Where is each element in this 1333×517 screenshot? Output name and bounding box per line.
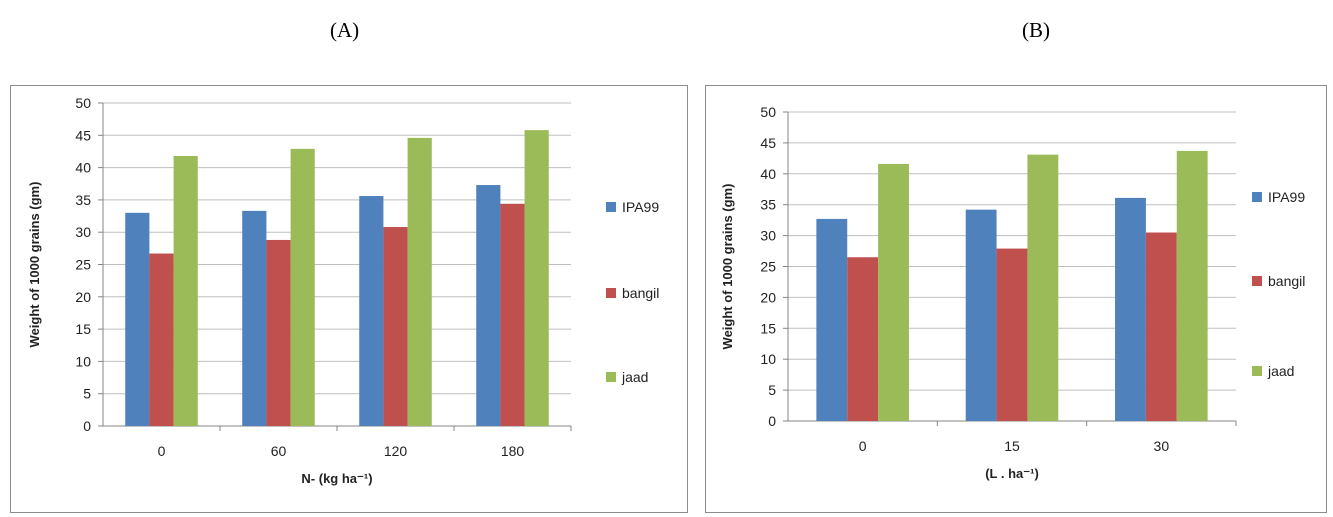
bar-ipa99-180	[476, 185, 501, 426]
y-tick-label: 0	[83, 418, 91, 434]
y-tick-label: 15	[760, 320, 776, 336]
y-tick-label: 25	[75, 257, 91, 273]
bar-ipa99-15	[965, 209, 997, 421]
bar-ipa99-0	[816, 218, 848, 421]
x-axis-label: (L . ha⁻¹)	[985, 466, 1039, 481]
x-tick-label: 0	[158, 443, 166, 459]
y-tick-label: 45	[75, 127, 91, 143]
legend-swatch-ipa99	[1252, 192, 1262, 202]
y-tick-label: 5	[83, 386, 91, 402]
bar-bangil-60	[266, 239, 291, 426]
bar-ipa99-0	[125, 212, 150, 426]
y-tick-label: 25	[760, 259, 776, 275]
x-tick-label: 60	[271, 443, 287, 459]
legend-swatch-bangil	[1252, 276, 1262, 286]
bar-bangil-0	[847, 257, 879, 421]
chart-a: 0 5 10 15 20 25 30 35 40 45 50 0 60 120 180 N- (kg ha⁻¹…	[27, 95, 659, 486]
bar-jaad-120	[407, 137, 432, 426]
x-tick-label: 120	[384, 443, 408, 459]
y-axis-label: Weight of 1000 grains (gm)	[720, 184, 735, 350]
y-tick-label: 15	[75, 321, 91, 337]
y-tick-label: 35	[760, 197, 776, 213]
y-tick-label: 50	[75, 95, 91, 111]
bar-jaad-15	[1027, 154, 1059, 421]
bar-bangil-30	[1145, 232, 1177, 421]
y-axis-label: Weight of 1000 grains (gm)	[27, 182, 42, 348]
y-tick-label: 35	[75, 192, 91, 208]
x-tick-label: 15	[1004, 438, 1020, 454]
x-axis-label: N- (kg ha⁻¹)	[301, 471, 372, 486]
y-tick-label: 30	[75, 224, 91, 240]
legend-swatch-jaad	[1252, 366, 1262, 376]
y-tick-label: 10	[75, 353, 91, 369]
x-tick-label: 180	[501, 443, 525, 459]
x-tick-label: 0	[859, 438, 867, 454]
bar-jaad-60	[290, 148, 315, 426]
y-tick-label: 45	[760, 135, 776, 151]
bar-bangil-0	[149, 253, 174, 426]
panel-label-b: (B)	[1022, 18, 1050, 42]
bar-bangil-180	[500, 203, 525, 426]
y-tick-label: 10	[760, 351, 776, 367]
legend-label-ipa99: IPA99	[1268, 189, 1305, 205]
bar-jaad-0	[173, 155, 198, 427]
legend-swatch-jaad	[606, 372, 616, 382]
bar-jaad-30	[1176, 150, 1208, 421]
legend-swatch-ipa99	[606, 202, 616, 212]
bar-ipa99-30	[1115, 197, 1146, 421]
legend-label-jaad: jaad	[621, 369, 648, 385]
y-tick-label: 20	[75, 289, 91, 305]
y-tick-label: 40	[75, 160, 91, 176]
y-tick-label: 40	[760, 166, 776, 182]
y-tick-label: 0	[768, 413, 776, 429]
legend-label-ipa99: IPA99	[622, 199, 659, 215]
bar-jaad-180	[524, 130, 549, 426]
y-tick-label: 5	[768, 382, 776, 398]
panel-label-a: (A)	[330, 18, 360, 42]
legend-label-bangil: bangil	[622, 285, 659, 301]
chart-a-frame: 0 5 10 15 20 25 30 35 40 45 50 0 60 120 180 N- (kg ha⁻¹…	[10, 85, 688, 513]
bar-ipa99-60	[242, 210, 267, 426]
y-tick-label: 20	[760, 289, 776, 305]
chart-b: 0 5 10 15 20 25 30 35 40 45 50 0 15 30 (L . ha⁻¹) Weigh…	[720, 104, 1305, 481]
legend-label-bangil: bangil	[1268, 273, 1305, 289]
bar-bangil-120	[383, 227, 408, 426]
legend-swatch-bangil	[606, 288, 616, 298]
x-tick-label: 30	[1154, 438, 1170, 454]
bar-bangil-15	[996, 248, 1028, 421]
legend-label-jaad: jaad	[1267, 363, 1294, 379]
y-tick-label: 30	[760, 228, 776, 244]
y-tick-label: 50	[760, 104, 776, 120]
bar-ipa99-120	[359, 196, 384, 426]
chart-b-frame: 0 5 10 15 20 25 30 35 40 45 50 0 15 30 (L . ha⁻¹) Weigh…	[705, 85, 1327, 513]
bar-jaad-0	[878, 163, 909, 422]
